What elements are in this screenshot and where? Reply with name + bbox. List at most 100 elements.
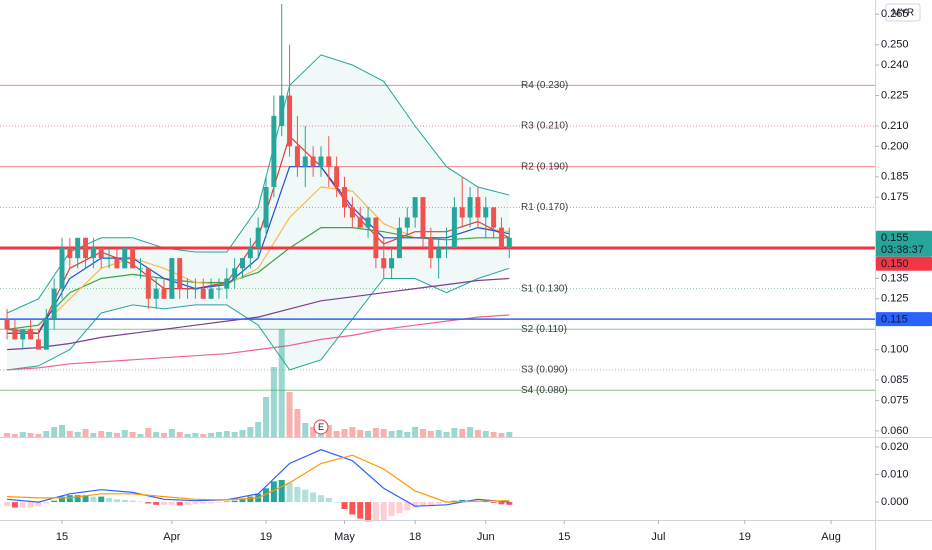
macd-histogram-bar xyxy=(11,502,18,508)
macd-histogram-bar xyxy=(294,486,301,503)
band-fill xyxy=(7,54,510,370)
pivot-label: S1 (0.130) xyxy=(521,283,568,294)
x-tick-label: Apr xyxy=(163,531,180,543)
volume-bar xyxy=(184,434,191,437)
y-tick-label: 0.125 xyxy=(881,293,909,305)
candle-body xyxy=(255,227,261,248)
y-tick-label: 0.085 xyxy=(881,374,909,386)
macd-histogram-bar xyxy=(419,502,426,507)
macd-histogram-bar xyxy=(98,496,105,503)
candle-body xyxy=(169,258,175,299)
volume-bar xyxy=(247,427,254,437)
price-tag xyxy=(876,256,932,271)
volume-bar xyxy=(443,432,450,437)
candle-body xyxy=(216,288,222,290)
y-tick-label: 0.075 xyxy=(881,394,909,406)
volume-bar xyxy=(333,431,340,437)
candle-body xyxy=(279,95,285,127)
volume-bar xyxy=(192,433,199,437)
volume-bar xyxy=(176,432,183,437)
macd-histogram-bar xyxy=(372,502,379,522)
volume-bar xyxy=(270,367,277,437)
volume-bar xyxy=(474,430,481,437)
candle-body xyxy=(185,288,191,290)
volume-bar xyxy=(223,431,230,437)
macd-histogram-bar xyxy=(396,502,403,514)
candle-body xyxy=(51,288,57,320)
candle-body xyxy=(310,156,316,167)
y-tick-label: 0.240 xyxy=(881,59,909,71)
macd-histogram-bar xyxy=(66,495,73,503)
candle-body xyxy=(232,268,238,279)
pivot-label: R2 (0.190) xyxy=(521,161,568,172)
macd-histogram-bar xyxy=(176,502,183,506)
candle-body xyxy=(373,217,379,259)
candle-body xyxy=(90,247,96,259)
macd-histogram-bar xyxy=(145,502,152,504)
candle-body xyxy=(467,197,473,218)
pivot-label: S2 (0.110) xyxy=(521,324,567,335)
pivot-label: S4 (0.080) xyxy=(521,385,568,396)
y-tick-label: 0.200 xyxy=(881,140,909,152)
band-upper xyxy=(6,54,510,314)
volume-bar xyxy=(263,397,270,437)
y-tick-label: 0.100 xyxy=(881,344,909,356)
moving-average xyxy=(7,277,510,351)
volume-bar xyxy=(404,432,411,437)
volume-bar xyxy=(396,430,403,437)
pivot-label: R4 (0.230) xyxy=(521,80,568,91)
currency-box[interactable] xyxy=(885,3,921,22)
macd-histogram-bar xyxy=(270,481,277,503)
earnings-marker[interactable] xyxy=(313,419,329,435)
volume-bar xyxy=(200,434,207,437)
volume-bar xyxy=(482,431,489,437)
macd-histogram-bar xyxy=(113,499,120,503)
candle-body xyxy=(318,156,324,167)
macd-histogram-bar xyxy=(4,502,11,507)
macd-histogram-bar xyxy=(215,502,222,503)
candle-body xyxy=(420,197,426,238)
volume-bar xyxy=(239,430,246,437)
candle-body xyxy=(381,258,387,269)
earnings-label: E xyxy=(318,422,324,432)
macd-histogram-bar xyxy=(106,497,113,503)
macd-histogram-bar xyxy=(74,495,81,503)
macd-histogram-bar xyxy=(27,502,34,508)
volume-bar xyxy=(4,433,11,437)
volume-bar xyxy=(153,432,160,437)
candle-body xyxy=(67,247,73,259)
volume-bar xyxy=(208,433,215,437)
candle-body xyxy=(35,339,41,350)
candle-body xyxy=(247,247,253,259)
candle-body xyxy=(326,156,332,167)
currency: MYR xyxy=(892,8,914,19)
volume-bar xyxy=(349,427,356,437)
candle-body xyxy=(122,247,128,269)
moving-average xyxy=(7,227,510,330)
pivot-label: S3 (0.090) xyxy=(521,365,568,376)
macd-histogram-bar xyxy=(388,502,395,516)
x-tick-label: Aug xyxy=(821,531,841,543)
candle-body xyxy=(342,186,348,208)
price-tag-label: 0.115 xyxy=(881,314,908,326)
volume-bar xyxy=(388,431,395,437)
y-tick-label: 0.265 xyxy=(881,8,909,20)
volume-bar xyxy=(357,430,364,437)
x-tick-label: 15 xyxy=(56,531,68,543)
volume-bar xyxy=(215,432,222,437)
y-tick-label: 0.135 xyxy=(881,272,909,284)
macd-histogram-bar xyxy=(459,499,466,503)
volume-bar xyxy=(90,433,97,437)
volume-bar xyxy=(506,432,513,437)
candle-body xyxy=(451,207,457,248)
macd-histogram-bar xyxy=(349,502,356,515)
candle-body xyxy=(389,258,395,269)
candle-body xyxy=(287,95,293,147)
macd-histogram-bar xyxy=(435,502,442,504)
candle-body xyxy=(365,217,371,228)
macd-histogram-bar xyxy=(161,502,168,505)
volume-bar xyxy=(113,433,120,437)
y-tick-label: 0.060 xyxy=(881,425,909,437)
price-tag-label: 0.155 xyxy=(881,232,909,244)
